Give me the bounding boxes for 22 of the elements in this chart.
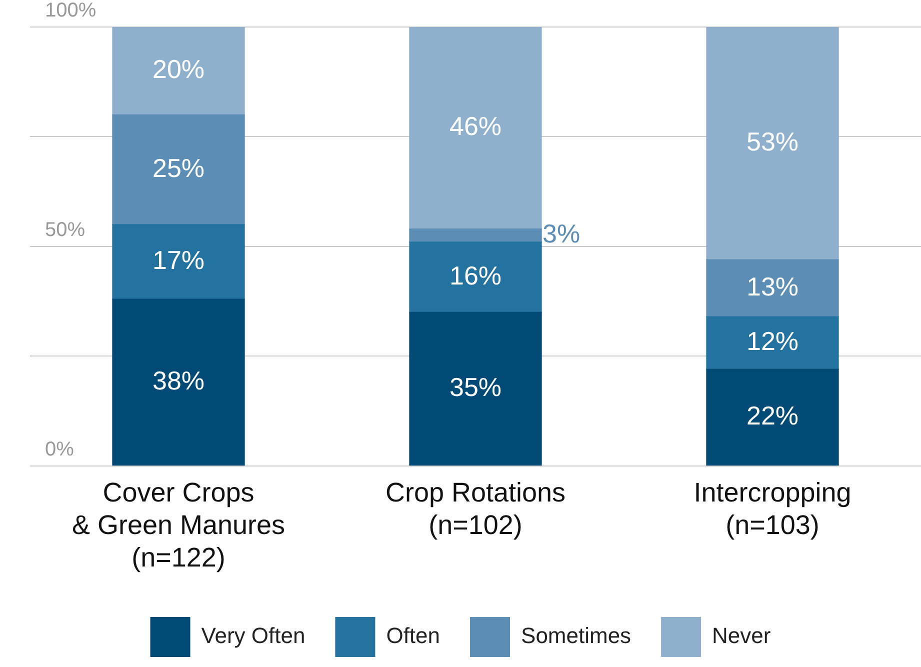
x-tick-label: Cover Crops & Green Manures (n=122) bbox=[72, 477, 286, 572]
data-label: 3% bbox=[542, 218, 580, 249]
data-label: 38% bbox=[152, 365, 205, 396]
data-label: 25% bbox=[152, 152, 205, 183]
legend-label: Very Often bbox=[201, 623, 306, 648]
y-tick-label: 50% bbox=[45, 218, 86, 241]
data-label: 46% bbox=[449, 111, 502, 142]
data-label: 35% bbox=[449, 372, 502, 402]
data-label: 17% bbox=[152, 244, 205, 275]
x-tick-label: Intercropping (n=103) bbox=[694, 477, 852, 540]
x-tick-label: Crop Rotations (n=102) bbox=[385, 477, 566, 540]
data-label: 12% bbox=[746, 326, 799, 356]
data-label: 20% bbox=[152, 54, 205, 84]
legend-label: Never bbox=[712, 623, 771, 648]
y-tick-label: 0% bbox=[45, 438, 74, 460]
y-tick-label: 100% bbox=[45, 0, 96, 22]
legend-label: Sometimes bbox=[521, 623, 632, 648]
data-label: 16% bbox=[449, 260, 502, 290]
data-label: 22% bbox=[746, 400, 799, 430]
legend-label: Often bbox=[386, 623, 440, 648]
data-label: 13% bbox=[746, 271, 799, 302]
data-label: 53% bbox=[746, 126, 799, 156]
